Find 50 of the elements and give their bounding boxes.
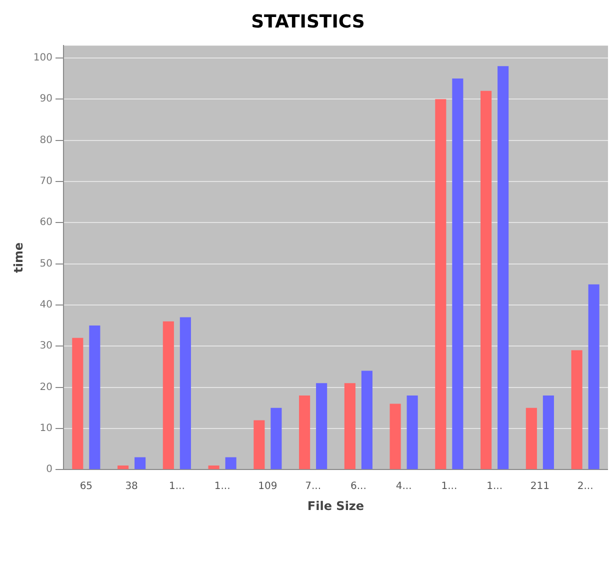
- bar: [299, 396, 310, 470]
- bar: [406, 396, 418, 470]
- y-tick-label: 80: [40, 134, 52, 146]
- bar: [390, 404, 401, 470]
- x-tick-label: 65: [80, 481, 93, 492]
- bar: [361, 370, 372, 470]
- x-tick-label: 4...: [396, 481, 412, 492]
- x-axis-title: File Size: [307, 498, 364, 513]
- x-tick-label: 2...: [577, 481, 594, 492]
- x-tick-label: 211: [530, 481, 550, 492]
- x-tick-label: 6...: [350, 481, 366, 492]
- bar: [89, 326, 100, 470]
- y-tick-label: 10: [40, 423, 52, 434]
- bar: [208, 465, 220, 470]
- bar: [316, 383, 328, 470]
- y-tick-label: 50: [40, 258, 52, 270]
- bar: [498, 66, 509, 470]
- x-tick-label: 38: [125, 481, 138, 492]
- bar: [162, 321, 174, 470]
- bar: [526, 408, 537, 470]
- chart-title: STATISTICS: [251, 11, 365, 32]
- x-tick-label: 1...: [214, 481, 230, 492]
- y-tick-label: 30: [40, 340, 52, 352]
- y-tick-label: 20: [40, 382, 52, 393]
- bar: [72, 338, 84, 470]
- y-tick-label: 0: [46, 464, 52, 476]
- y-tick-label: 90: [40, 94, 52, 105]
- x-tick-label: 7...: [305, 481, 322, 492]
- y-axis-title: time: [11, 242, 26, 273]
- bar: [134, 457, 146, 470]
- bar: [452, 78, 464, 470]
- bar: [118, 465, 129, 470]
- bar: [542, 396, 554, 470]
- bar: [254, 420, 265, 470]
- bar: [480, 90, 492, 470]
- bar: [588, 284, 600, 470]
- y-tick-label: 60: [40, 217, 52, 228]
- y-tick-label: 40: [40, 300, 52, 311]
- bar: [225, 457, 236, 470]
- x-tick-label: 1...: [168, 481, 185, 492]
- y-tick-label: 100: [33, 52, 52, 64]
- y-tick-label: 70: [40, 176, 52, 188]
- bar: [180, 317, 191, 470]
- bar: [270, 408, 282, 470]
- bar: [435, 99, 446, 470]
- x-tick-label: 109: [258, 481, 278, 492]
- bar: [344, 383, 356, 470]
- bar: [571, 350, 582, 470]
- x-tick-label: 1...: [486, 481, 503, 492]
- x-tick-label: 1...: [441, 481, 458, 492]
